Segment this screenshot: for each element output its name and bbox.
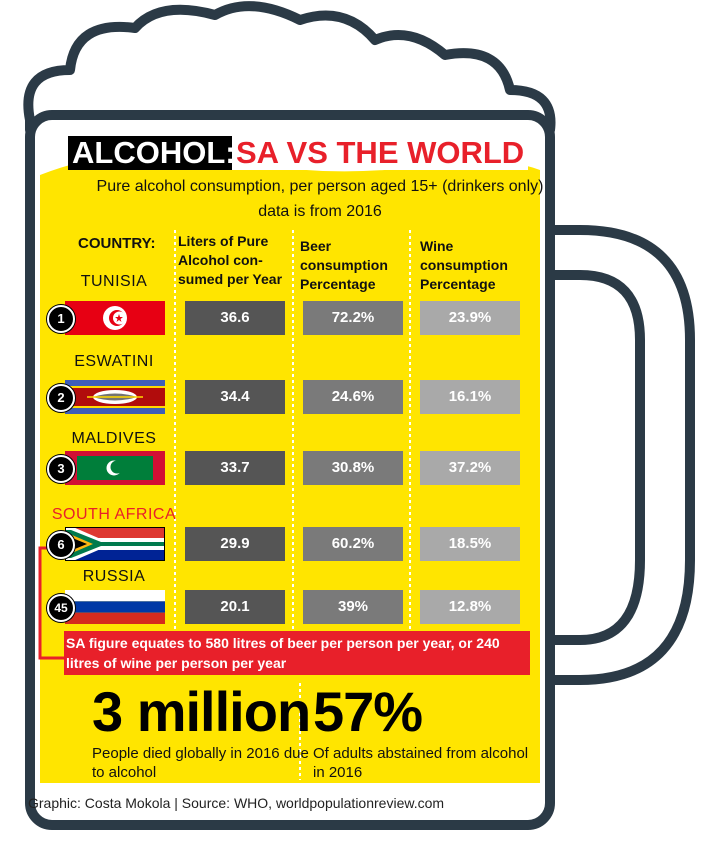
- subtitle: Pure alcohol consumption, per person age…: [96, 178, 544, 195]
- rank-badge: 45: [47, 594, 75, 622]
- title-highlight: ALCOHOL:: [68, 136, 240, 170]
- column-header-country: COUNTRY:: [78, 235, 156, 252]
- column-header-wine: Wine consumption Percentage: [420, 237, 508, 294]
- cell-beer: 39%: [303, 590, 403, 624]
- cell-wine: 12.8%: [420, 590, 520, 624]
- source-credit: Graphic: Costa Mokola | Source: WHO, wor…: [28, 795, 445, 811]
- country-label-eswatini: ESWATINI: [74, 353, 154, 370]
- cell-liters: 20.1: [185, 590, 285, 624]
- header-line: consumption: [300, 257, 388, 273]
- cell-liters: 34.4: [185, 380, 285, 414]
- title-main: SA VS THE WORLD: [232, 136, 529, 170]
- cell-wine: 18.5%: [420, 527, 520, 561]
- maldives-flag-icon: [65, 451, 165, 485]
- cell-wine: 16.1%: [420, 380, 520, 414]
- tunisia-flag-icon: [65, 301, 165, 335]
- cell-liters: 33.7: [185, 451, 285, 485]
- rank-badge: 1: [47, 305, 75, 333]
- country-label-maldives: MALDIVES: [71, 430, 157, 447]
- cell-wine: 23.9%: [420, 301, 520, 335]
- stat-text-line: to alcohol: [92, 764, 157, 781]
- header-line: Liters of Pure: [178, 233, 269, 249]
- mug-foam: [23, 1, 556, 135]
- header-line: consumption: [420, 257, 508, 273]
- column-header-beer: Beer consumption Percentage: [300, 237, 388, 294]
- stat-text-line: People died globally in 2016 due: [92, 745, 309, 762]
- stat-abstained-text: Of adults abstained from alcohol in 2016: [313, 744, 528, 782]
- subtitle-date: data is from 2016: [258, 203, 382, 220]
- cell-liters: 36.6: [185, 301, 285, 335]
- stat-text-line: in 2016: [313, 764, 363, 781]
- rank-badge: 6: [47, 531, 75, 559]
- stat-text-line: Of adults abstained from alcohol: [313, 745, 529, 762]
- rank-badge: 3: [47, 455, 75, 483]
- column-header-liters: Liters of Pure Alcohol con- sumed per Ye…: [178, 232, 282, 289]
- russia-flag-icon: [65, 590, 165, 624]
- header-line: Wine: [420, 238, 454, 254]
- header-line: Percentage: [300, 276, 376, 292]
- header-line: Beer: [300, 238, 332, 254]
- country-label-russia: RUSSIA: [82, 568, 146, 585]
- cell-beer: 24.6%: [303, 380, 403, 414]
- sa-equivalence-note: SA figure equates to 580 litres of beer …: [64, 631, 530, 675]
- mug-handle: [535, 225, 695, 685]
- cell-beer: 30.8%: [303, 451, 403, 485]
- country-label-south-africa: SOUTH AFRICA: [51, 506, 177, 523]
- cell-beer: 60.2%: [303, 527, 403, 561]
- header-line: Percentage: [420, 276, 496, 292]
- cell-beer: 72.2%: [303, 301, 403, 335]
- south-africa-flag-icon: [65, 527, 165, 561]
- cell-liters: 29.9: [185, 527, 285, 561]
- beer-liquid: [40, 152, 540, 783]
- stat-abstained-value: 57%: [313, 680, 423, 743]
- stat-deaths-text: People died globally in 2016 due to alco…: [92, 744, 309, 782]
- rank-badge: 2: [47, 384, 75, 412]
- cell-wine: 37.2%: [420, 451, 520, 485]
- header-line: Alcohol con-: [178, 252, 263, 268]
- eswatini-flag-icon: [65, 380, 165, 414]
- country-label-tunisia: TUNISIA: [80, 273, 148, 290]
- stat-deaths-value: 3 million: [92, 680, 311, 743]
- header-line: sumed per Year: [178, 271, 283, 287]
